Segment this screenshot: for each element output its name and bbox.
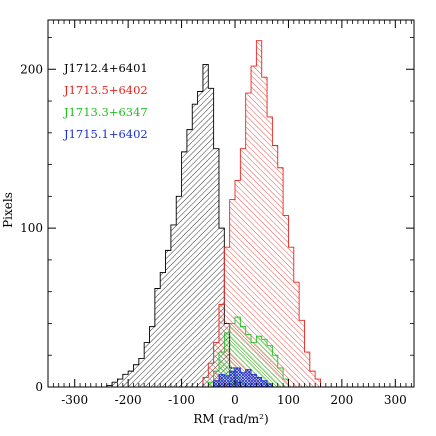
- series-layer: [106, 40, 321, 388]
- x-axis-title: RM (rad/m²): [193, 412, 268, 426]
- histogram-bar: [267, 383, 273, 387]
- histogram-bar: [315, 379, 321, 387]
- histogram-bar: [122, 374, 129, 387]
- series-1: [202, 40, 321, 388]
- histogram-bar: [181, 151, 187, 387]
- histogram-bar: [224, 247, 230, 387]
- histogram-bar: [224, 332, 230, 387]
- histogram-bar: [160, 272, 166, 387]
- histogram-bar: [256, 377, 262, 387]
- histogram-bar: [170, 224, 177, 387]
- histogram-bar: [165, 250, 171, 387]
- histogram-bar: [208, 382, 214, 387]
- histogram-bar: [202, 64, 209, 387]
- histogram-bar: [277, 167, 284, 387]
- histogram-bar: [154, 288, 161, 387]
- histogram-bar: [213, 342, 219, 387]
- histogram-bar: [240, 326, 246, 387]
- histogram-bar: [245, 93, 252, 388]
- histogram-bar: [176, 196, 182, 387]
- histogram-bar: [251, 342, 257, 387]
- histogram-bar: [213, 371, 219, 387]
- histogram-bar: [192, 104, 198, 387]
- histogram-bar: [283, 215, 289, 387]
- x-tick-label: -300: [61, 393, 88, 407]
- histogram-bar: [240, 148, 246, 387]
- histogram-bar: [288, 247, 294, 387]
- histogram-outline: [213, 367, 273, 387]
- plot-frame: [47, 19, 415, 388]
- histogram-bar: [235, 367, 241, 387]
- legend-entry: J1713.3+6347: [63, 105, 148, 119]
- histogram-bar: [218, 304, 225, 387]
- histogram-bar: [251, 374, 257, 387]
- histogram-bar: [261, 339, 268, 387]
- histogram-bar: [128, 371, 134, 387]
- histogram-bar: [272, 355, 278, 387]
- histogram-bar: [309, 371, 316, 387]
- legend-entry: J1713.5+6402: [63, 83, 148, 97]
- histogram-bar: [245, 369, 252, 387]
- histogram-bar: [229, 323, 236, 387]
- histogram-bar: [208, 363, 214, 387]
- y-tick-label: 200: [20, 62, 43, 76]
- histogram-bar: [256, 40, 262, 387]
- histogram-bar: [256, 336, 262, 387]
- histogram-bar: [235, 317, 241, 387]
- histogram-bar: [229, 371, 236, 387]
- histogram-bar: [293, 282, 300, 387]
- y-tick-label: 100: [20, 221, 43, 235]
- histogram-bar: [213, 148, 219, 387]
- histogram-bar: [272, 145, 278, 387]
- x-tick-label: 100: [277, 393, 300, 407]
- series-3: [213, 367, 273, 387]
- legend-entry: J1712.4+6401: [63, 61, 148, 75]
- histogram-bar: [299, 320, 305, 387]
- histogram-bar: [117, 379, 123, 387]
- histogram-bar: [218, 374, 225, 387]
- histogram-bar: [283, 379, 289, 387]
- legend: J1712.4+6401 J1713.5+6402 J1713.3+6347 J171…: [63, 61, 148, 141]
- histogram-bar: [106, 385, 113, 387]
- histogram-bar: [224, 375, 230, 387]
- histogram-bar: [267, 116, 273, 387]
- y-axis-title: Pixels: [1, 192, 15, 228]
- histogram-bar: [213, 380, 219, 387]
- histogram-bar: [240, 372, 246, 387]
- histogram-outline: [202, 40, 321, 387]
- histogram-outline: [106, 64, 241, 387]
- histogram-bar: [197, 91, 203, 388]
- series-0: [106, 64, 241, 388]
- histogram-bar: [138, 358, 145, 387]
- histogram-bar: [112, 382, 118, 387]
- histogram-bar: [267, 345, 273, 387]
- histogram-bar: [186, 129, 193, 387]
- legend-entry: J1715.1+6402: [63, 127, 148, 141]
- y-tick-label: 0: [35, 380, 43, 394]
- histogram-bar: [229, 199, 236, 387]
- histogram-outline: [207, 316, 289, 387]
- histogram-bar: [133, 364, 139, 387]
- x-tick-label: 200: [330, 393, 353, 407]
- x-tick-label: -100: [168, 393, 195, 407]
- ticks-layer: -300 -200 -100 0 100 200 300 0 100 200: [20, 20, 414, 407]
- x-tick-label: -200: [115, 393, 142, 407]
- histogram-bar: [144, 342, 150, 387]
- histogram-bar: [261, 380, 268, 387]
- histogram-bar: [208, 88, 214, 388]
- x-tick-label: 0: [231, 393, 239, 407]
- histogram-bar: [202, 377, 209, 387]
- histogram-bar: [235, 180, 241, 387]
- histogram-bar: [218, 352, 225, 387]
- x-tick-label: 300: [384, 393, 407, 407]
- series-2: [207, 316, 289, 387]
- histogram-bar: [245, 334, 252, 387]
- histogram-bar: [304, 352, 310, 387]
- histogram-bar: [251, 66, 257, 387]
- histogram-bar: [149, 326, 155, 387]
- histogram-bar: [261, 77, 268, 388]
- histogram-bar: [277, 367, 284, 387]
